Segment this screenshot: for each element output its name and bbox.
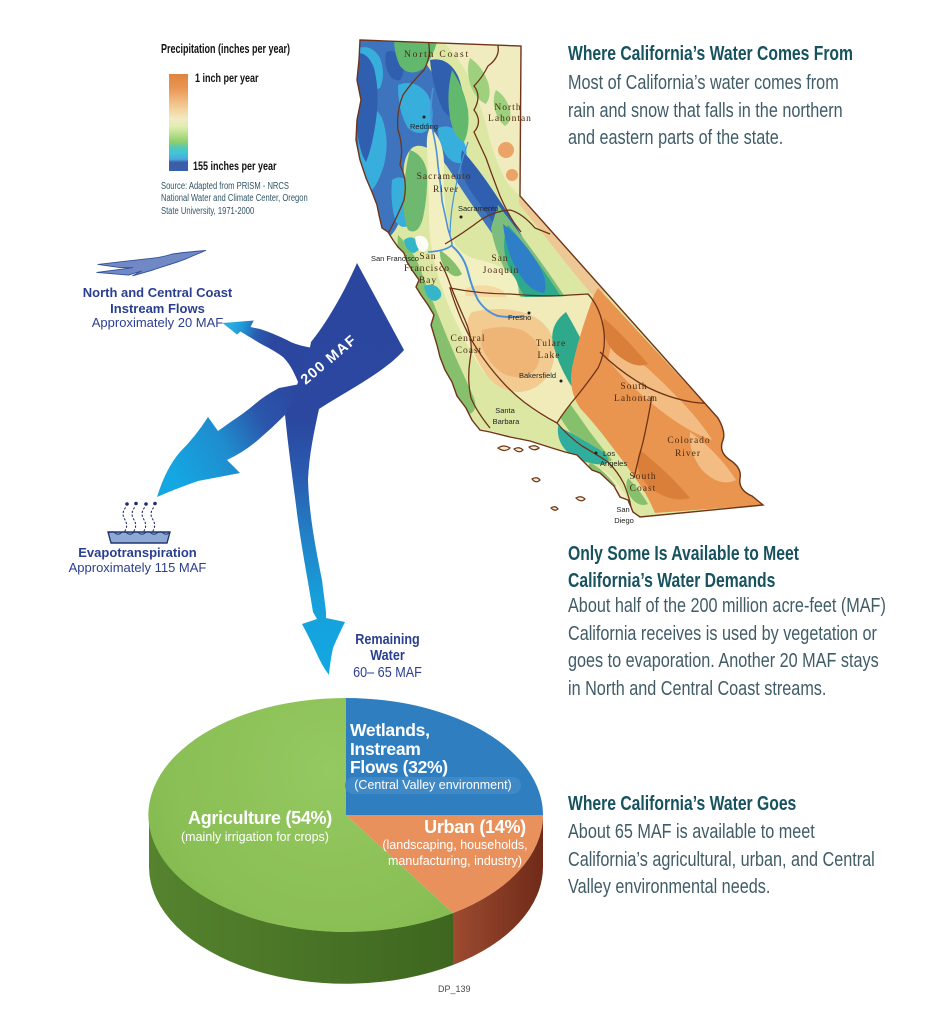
svg-text:River: River: [433, 185, 459, 195]
svg-text:Colorado: Colorado: [667, 436, 710, 446]
svg-text:Santa: Santa: [495, 406, 515, 415]
svg-text:River: River: [675, 449, 701, 459]
svg-text:San: San: [419, 252, 436, 262]
svg-text:Bay: Bay: [419, 276, 437, 286]
svg-text:Angeles: Angeles: [600, 459, 627, 468]
svg-text:Redding: Redding: [410, 122, 438, 131]
svg-text:Fresno: Fresno: [508, 313, 531, 322]
svg-text:North: North: [494, 103, 521, 113]
svg-text:San: San: [616, 505, 629, 514]
svg-text:Central: Central: [451, 334, 486, 344]
svg-text:South: South: [629, 472, 656, 482]
svg-text:South: South: [620, 382, 647, 392]
svg-text:Diego: Diego: [614, 516, 634, 525]
svg-text:Los: Los: [603, 449, 615, 458]
svg-text:North Coast: North Coast: [404, 50, 470, 60]
svg-text:Sacramento: Sacramento: [417, 172, 472, 182]
svg-text:San Francisco: San Francisco: [371, 254, 419, 263]
svg-text:Sacramento: Sacramento: [458, 204, 498, 213]
svg-text:Francisco: Francisco: [404, 264, 450, 274]
svg-text:Joaquin: Joaquin: [483, 266, 520, 276]
svg-text:San: San: [491, 254, 508, 264]
svg-text:Lake: Lake: [538, 351, 561, 361]
svg-text:Lahontan: Lahontan: [488, 114, 532, 124]
svg-text:Tulare: Tulare: [536, 339, 566, 349]
svg-text:Coast: Coast: [456, 346, 483, 356]
svg-text:Lahontan: Lahontan: [614, 394, 658, 404]
svg-text:Barbara: Barbara: [493, 417, 521, 426]
svg-text:Bakersfield: Bakersfield: [519, 371, 556, 380]
svg-text:Coast: Coast: [630, 484, 657, 494]
